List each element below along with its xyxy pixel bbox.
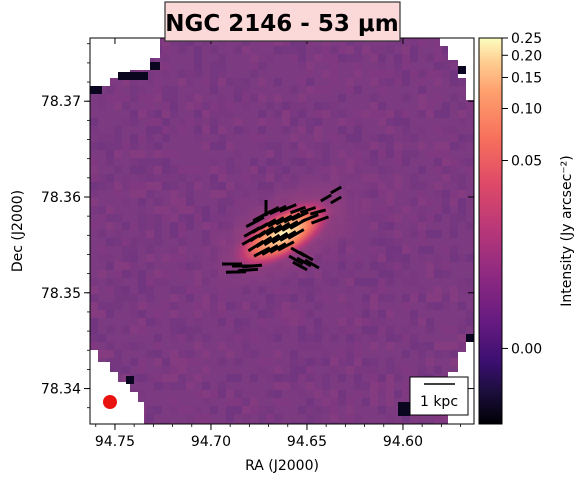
polarization-vector	[267, 216, 285, 228]
colorbar-label: Intensity (Jy arcsec⁻²)	[559, 155, 575, 307]
polarization-vector	[273, 221, 291, 235]
polarization-vector	[275, 214, 293, 226]
polarization-vector	[288, 254, 304, 266]
polarization-vector	[279, 230, 297, 242]
polarization-vector	[259, 218, 277, 230]
colorbar-ticks: 0.00 0.05 0.10 0.15 0.200.25	[502, 31, 542, 357]
polarization-vector	[299, 206, 317, 214]
polarization-vector	[281, 220, 299, 232]
edge-pixel	[150, 62, 160, 70]
y-tick-label: 78.35	[41, 286, 81, 302]
polarization-vector	[245, 215, 265, 229]
polarization-vector	[330, 195, 342, 205]
polarization-vector	[277, 240, 295, 252]
heatmap-image	[90, 38, 474, 424]
polarization-vector	[289, 218, 307, 230]
polarization-vectors	[222, 185, 342, 274]
x-tick-label: 94.60	[383, 434, 423, 450]
polarization-vector	[257, 225, 275, 239]
polarization-vector	[261, 244, 279, 256]
blank-corner-bottom-left	[90, 350, 144, 424]
edge-pixel	[118, 72, 148, 80]
scalebar-label: 1 kpc	[420, 394, 458, 410]
chart-title: NGC 2146 - 53 μm	[165, 11, 399, 37]
polarization-vector	[287, 228, 305, 240]
beam-marker	[103, 395, 117, 409]
polarization-vector	[330, 185, 342, 195]
y-tick-label: 78.37	[41, 94, 81, 110]
colorbar-tick-label: 0.20	[511, 48, 542, 64]
y-axis-label: Dec (J2000)	[10, 190, 26, 272]
x-axis-label: RA (J2000)	[245, 458, 319, 474]
colorbar-tick-label: 0.00	[511, 341, 542, 357]
polarization-vector	[283, 212, 301, 224]
polarization-vector	[263, 233, 281, 247]
x-tick-label: 94.75	[95, 434, 135, 450]
polarization-vector	[298, 250, 314, 262]
colorbar-tick-label: 0.10	[511, 102, 542, 118]
edge-pixel	[466, 334, 474, 342]
colorbar-tick-label: 0.25	[511, 31, 542, 47]
edge-pixel	[398, 402, 410, 416]
polarization-vector	[289, 205, 307, 215]
blank-corner-top-left	[90, 38, 160, 86]
polarization-vector	[265, 223, 283, 237]
polarization-vector	[237, 267, 259, 273]
colorbar-tick-label: 0.15	[511, 70, 542, 86]
polarization-vector	[255, 235, 273, 249]
polarization-vector	[269, 242, 287, 254]
polarization-vector	[291, 210, 309, 222]
x-tick-label: 94.70	[191, 434, 231, 450]
colorbar	[478, 37, 503, 425]
x-tick-label: 94.65	[287, 434, 327, 450]
polarization-vector	[279, 203, 297, 213]
edge-pixel	[458, 66, 466, 74]
edge-pixel	[126, 376, 134, 384]
polarization-vector	[320, 193, 332, 203]
polarization-vector	[253, 246, 271, 258]
y-tick-label: 78.36	[41, 190, 81, 206]
blank-corner-top-right	[440, 38, 474, 100]
title-box	[164, 1, 401, 42]
colorbar-tick-label: 0.05	[511, 153, 542, 169]
polarization-vector	[296, 256, 312, 268]
polarization-vector	[309, 208, 327, 216]
polarization-vector	[304, 258, 320, 270]
polarization-vector	[271, 231, 289, 245]
polarization-vector	[241, 263, 263, 269]
y-tick-label: 78.34	[41, 382, 81, 398]
polarization-vector	[292, 260, 308, 272]
polarization-vector	[310, 215, 330, 225]
polarization-vector	[260, 205, 280, 219]
polarization-vector	[269, 204, 287, 216]
edge-pixel	[90, 86, 102, 94]
